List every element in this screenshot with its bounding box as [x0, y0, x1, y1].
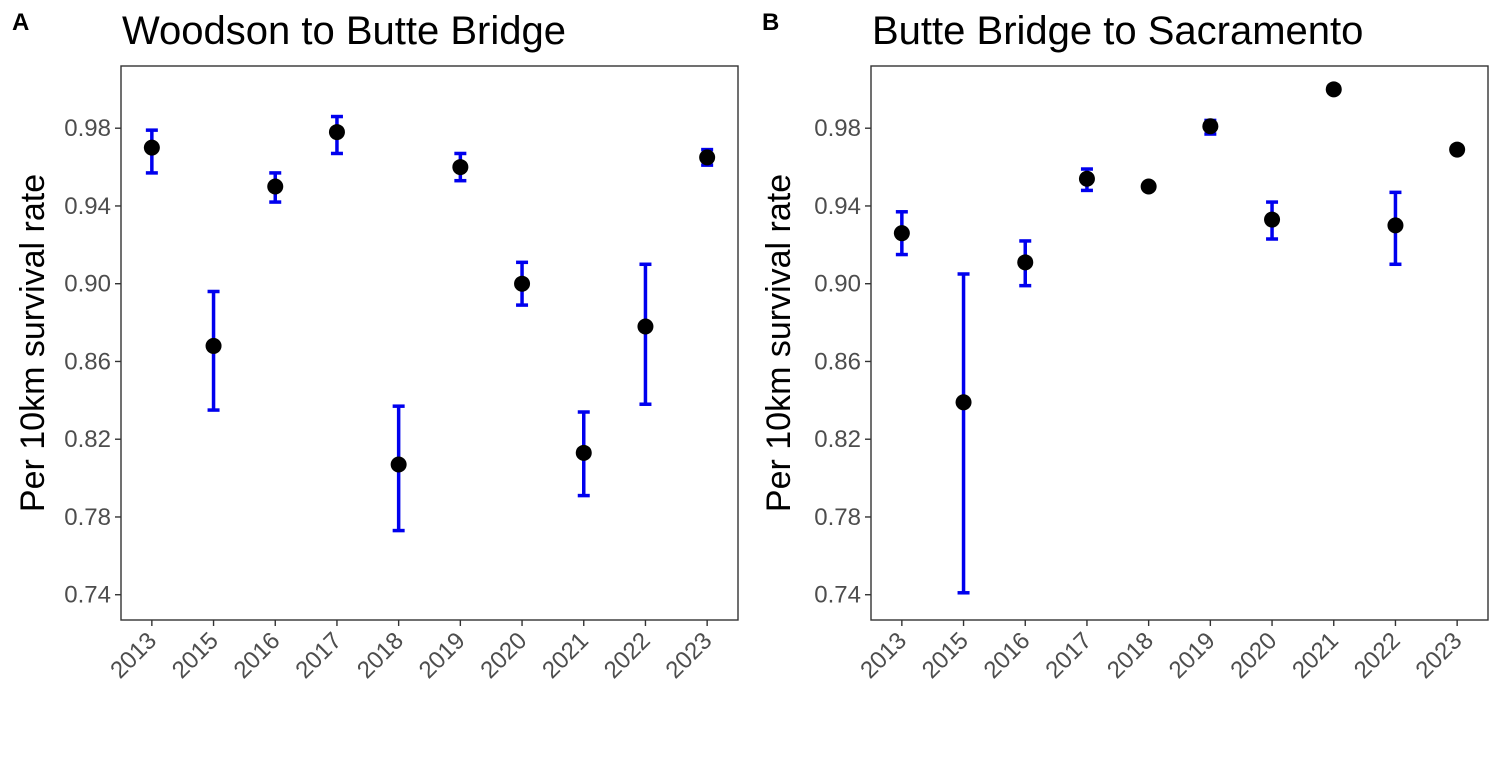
panel-b-x-tick-label-2013: 2013 — [855, 627, 912, 684]
panel-b-point-2019 — [1202, 118, 1219, 135]
panel-a-y-tick-label: 0.98 — [64, 115, 111, 142]
panel-a-point-2020 — [514, 275, 531, 292]
panel-a-x-tick-label-2017: 2017 — [290, 627, 347, 684]
panel-b-point-2020 — [1264, 211, 1281, 228]
panel-a-y-tick-label: 0.86 — [64, 348, 111, 375]
panel-a-y-tick-label: 0.78 — [64, 504, 111, 531]
panel-a-y-tick-label: 0.74 — [64, 582, 111, 609]
panel-a-point-2015 — [205, 337, 222, 354]
panel-a-x-tick-label-2019: 2019 — [414, 627, 471, 684]
panel-a-x-tick-label-2015: 2015 — [167, 627, 224, 684]
panel-a-x-tick-label-2023: 2023 — [661, 627, 718, 684]
panel-b-x-tick-label-2019: 2019 — [1164, 627, 1221, 684]
panel-b-plot-border — [870, 65, 1489, 621]
panel-b-point-2021 — [1325, 81, 1342, 98]
panel-b-point-2016 — [1017, 254, 1034, 271]
panel-a-x-tick-label-2022: 2022 — [599, 627, 656, 684]
panel-a-letter: A — [12, 9, 29, 36]
panel-b-x-tick-label-2022: 2022 — [1349, 627, 1406, 684]
panel-b-x-tick-label-2020: 2020 — [1225, 627, 1282, 684]
panel-a-y-axis-label: Per 10km survival rate — [14, 174, 52, 512]
panel-a-point-2022 — [637, 318, 654, 335]
panel-b-x-tick-label-2017: 2017 — [1040, 627, 1097, 684]
panel-b-point-2013 — [893, 225, 910, 242]
panel-b-title: Butte Bridge to Sacramento — [872, 9, 1363, 53]
panel-b-y-tick-label: 0.94 — [814, 193, 861, 220]
panel-a-plot-border — [120, 65, 739, 621]
panel-a-y-tick-label: 0.94 — [64, 193, 111, 220]
panel-a-title: Woodson to Butte Bridge — [122, 9, 566, 53]
panel-b-plot-area: 0.74 0.78 0.82 0.86 0.90 0.94 0.98 2013 2015 2016… — [814, 81, 1467, 684]
panel-b-point-2018 — [1140, 178, 1157, 195]
panel-a: A Woodson to Butte Bridge Per 10km survi… — [12, 9, 739, 684]
panel-a-point-2017 — [328, 124, 345, 141]
panel-b-y-tick-label: 0.74 — [814, 582, 861, 609]
panel-a-point-2018 — [390, 456, 407, 473]
panel-a-x-tick-label-2016: 2016 — [229, 627, 286, 684]
panel-a-x-tick-label-2018: 2018 — [352, 627, 409, 684]
panel-b-letter: B — [762, 9, 779, 36]
panel-a-point-2013 — [143, 139, 160, 156]
panel-b-point-2022 — [1387, 217, 1404, 234]
panel-b-x-tick-label-2023: 2023 — [1411, 627, 1468, 684]
panel-b-y-tick-label: 0.90 — [814, 271, 861, 298]
panel-b-point-2015 — [955, 394, 972, 411]
panel-a-point-2016 — [267, 178, 284, 195]
panel-b-y-tick-label: 0.86 — [814, 348, 861, 375]
panel-b-y-tick-label: 0.98 — [814, 115, 861, 142]
panel-b-y-axis-label: Per 10km survival rate — [760, 174, 798, 512]
panel-b: B Butte Bridge to Sacramento Per 10km su… — [760, 9, 1489, 684]
panel-a-plot-area: 0.74 0.78 0.82 0.86 0.90 0.94 0.98 2013 2015 2016… — [64, 114, 718, 684]
panel-a-point-2019 — [452, 159, 469, 176]
panel-b-x-tick-label-2018: 2018 — [1102, 627, 1159, 684]
panel-b-x-tick-label-2016: 2016 — [979, 627, 1036, 684]
panel-a-point-2021 — [575, 444, 592, 461]
panel-a-x-tick-label-2013: 2013 — [105, 627, 162, 684]
panel-a-x-tick-label-2020: 2020 — [475, 627, 532, 684]
panel-a-point-2023 — [699, 149, 716, 166]
panel-b-x-tick-label-2015: 2015 — [917, 627, 974, 684]
panel-b-y-tick-label: 0.78 — [814, 504, 861, 531]
panel-b-point-2023 — [1449, 141, 1466, 158]
panel-a-y-tick-label: 0.82 — [64, 426, 111, 453]
panel-b-x-tick-label-2021: 2021 — [1287, 627, 1344, 684]
panel-b-y-tick-label: 0.82 — [814, 426, 861, 453]
panel-a-x-tick-label-2021: 2021 — [537, 627, 594, 684]
panel-b-point-2017 — [1078, 170, 1095, 187]
panel-a-y-tick-label: 0.90 — [64, 271, 111, 298]
panel-b-errorbar-2015 — [957, 272, 970, 595]
